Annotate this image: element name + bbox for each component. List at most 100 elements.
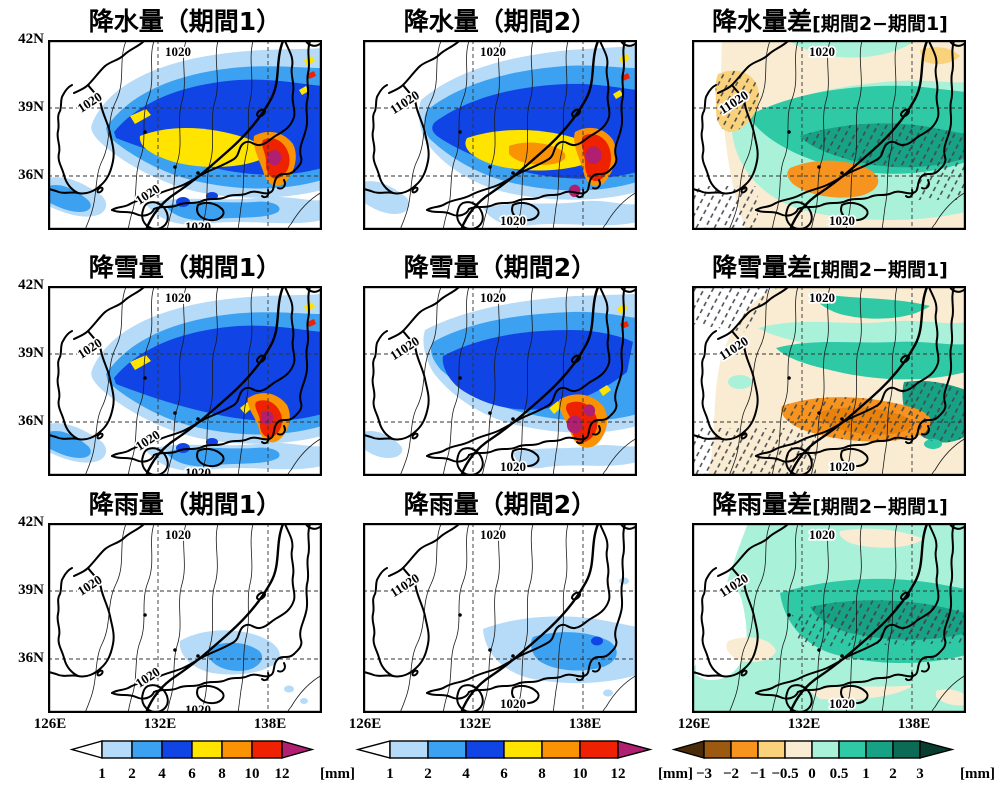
- contour-label: 1020: [480, 290, 506, 305]
- colorbar-precip-1: 1 2 4 6 8 10 12 [mm]: [69, 740, 355, 782]
- colorbar-difference: −3 −2 −1 −0.5 0 0.5 1 2 3 [mm]: [671, 740, 995, 782]
- title-precip-diff: 降水量差[期間2−期間1]: [712, 7, 948, 36]
- contour-label: 1020: [165, 527, 191, 542]
- colorbar-tick-label: 4: [158, 766, 166, 782]
- colorbar-tick-label: 10: [573, 766, 588, 782]
- lon-label-126e: 126E: [677, 716, 711, 732]
- lon-label-132e: 132E: [143, 716, 177, 732]
- title-precip-period2: 降水量（期間2）: [403, 7, 597, 36]
- lat-label-36n: 36N: [18, 413, 44, 429]
- colorbar-box: [838, 740, 867, 759]
- colorbar-box: [161, 740, 193, 759]
- colorbar-box: [892, 740, 921, 759]
- colorbar-tick-label: 8: [218, 766, 226, 782]
- contour-label: 1020: [809, 290, 835, 305]
- colorbar-tick-label: 3: [916, 766, 924, 782]
- contour-label: 1020: [185, 219, 211, 230]
- map-precip-period2: 1020 11020 1020: [363, 40, 637, 230]
- title-rain-period2: 降雨量（期間2）: [403, 490, 597, 519]
- lat-label-42n: 42N: [18, 277, 44, 293]
- map-rain-period2: 1020 11020 1020: [363, 523, 637, 713]
- colorbar-tick-label: 2: [424, 766, 432, 782]
- colorbar-box: [811, 740, 840, 759]
- precip-field: [48, 48, 322, 225]
- colorbar-box: [579, 740, 619, 759]
- title-snow-period2: 降雪量（期間2）: [403, 253, 597, 282]
- contour-label: 1020: [829, 459, 855, 474]
- lat-label-42n: 42N: [18, 31, 44, 47]
- contour-label: 1020: [809, 527, 835, 542]
- colorbar-under-arrow: [671, 740, 705, 759]
- colorbar-tick-label: 10: [245, 766, 260, 782]
- title-snow-diff: 降雪量差[期間2−期間1]: [712, 253, 948, 282]
- colorbar-box: [541, 740, 581, 759]
- diff-field: [692, 40, 966, 230]
- map-precip-period1: 1020 1020 1020 1020: [48, 40, 322, 230]
- lat-label-36n: 36N: [18, 167, 44, 183]
- colorbar-over-arrow: [281, 740, 315, 759]
- colorbar-over-arrow: [617, 740, 653, 759]
- lon-label-132e: 132E: [458, 716, 492, 732]
- diff-field: [692, 523, 966, 713]
- colorbar-box: [865, 740, 894, 759]
- lon-label-138e: 138E: [568, 716, 602, 732]
- contour-label: 1020: [480, 44, 506, 59]
- colorbar-tick-label: 0.5: [830, 766, 849, 782]
- contour-label: 1020: [480, 527, 506, 542]
- contour-label: 1020: [500, 696, 526, 711]
- map-precip-diff: 1020 11020 1020: [692, 40, 966, 230]
- colorbar-precip-2: 1 2 4 6 8 10 12 [mm]: [355, 740, 693, 782]
- colorbar-box: [730, 740, 759, 759]
- lat-label-39n: 39N: [18, 99, 44, 115]
- colorbar-unit-label: [mm]: [320, 766, 355, 782]
- colorbar-box: [101, 740, 133, 759]
- colorbar-under-arrow: [69, 740, 103, 759]
- colorbar-box: [503, 740, 543, 759]
- colorbar-box: [251, 740, 283, 759]
- colorbar-tick-label: 4: [462, 766, 470, 782]
- map-rain-period1: 1020 1020 1020 1020: [48, 523, 322, 713]
- map-snow-period1: 1020 1020 1020 1020: [48, 286, 322, 476]
- lon-label-126e: 126E: [33, 716, 67, 732]
- map-snow-period2: 1020 11020 1020: [363, 286, 637, 476]
- colorbar-tick-label: 2: [128, 766, 136, 782]
- lon-label-138e: 138E: [253, 716, 287, 732]
- contour-label: 1020: [829, 213, 855, 228]
- contour-label: 1020: [165, 44, 191, 59]
- colorbar-box: [427, 740, 467, 759]
- colorbar-box: [465, 740, 505, 759]
- contour-label: 1020: [185, 465, 211, 476]
- rain-field: [179, 630, 308, 704]
- title-snow-period1: 降雪量（期間1）: [88, 253, 282, 282]
- colorbar-box: [191, 740, 223, 759]
- contour-label: 1020: [165, 290, 191, 305]
- contour-label: 1020: [185, 702, 211, 713]
- colorbar-tick-label: 8: [538, 766, 546, 782]
- colorbar-box: [131, 740, 163, 759]
- contour-label: 1020: [500, 213, 526, 228]
- colorbar-box: [221, 740, 253, 759]
- colorbar-tick-label: 12: [611, 766, 626, 782]
- colorbar-box: [389, 740, 429, 759]
- title-precip-period1: 降水量（期間1）: [88, 7, 282, 36]
- colorbar-tick-label: 0: [808, 766, 816, 782]
- colorbar-tick-label: −0.5: [771, 766, 798, 782]
- diff-field: [692, 286, 966, 476]
- colorbar-tick-label: 2: [889, 766, 897, 782]
- lat-label-36n: 36N: [18, 650, 44, 666]
- lat-label-39n: 39N: [18, 345, 44, 361]
- map-snow-diff: 1020 11020 1020: [692, 286, 966, 476]
- colorbar-tick-label: 1: [386, 766, 394, 782]
- colorbar-under-arrow: [355, 740, 391, 759]
- lon-label-132e: 132E: [787, 716, 821, 732]
- contour-label: 1020: [829, 696, 855, 711]
- lon-label-138e: 138E: [897, 716, 931, 732]
- colorbar-over-arrow: [919, 740, 955, 759]
- colorbar-unit-label: [mm]: [960, 766, 995, 782]
- lat-label-39n: 39N: [18, 582, 44, 598]
- colorbar-tick-label: 1: [862, 766, 870, 782]
- colorbar-tick-label: −1: [750, 766, 766, 782]
- title-rain-period1: 降雨量（期間1）: [88, 490, 282, 519]
- colorbar-unit-label: [mm]: [658, 766, 693, 782]
